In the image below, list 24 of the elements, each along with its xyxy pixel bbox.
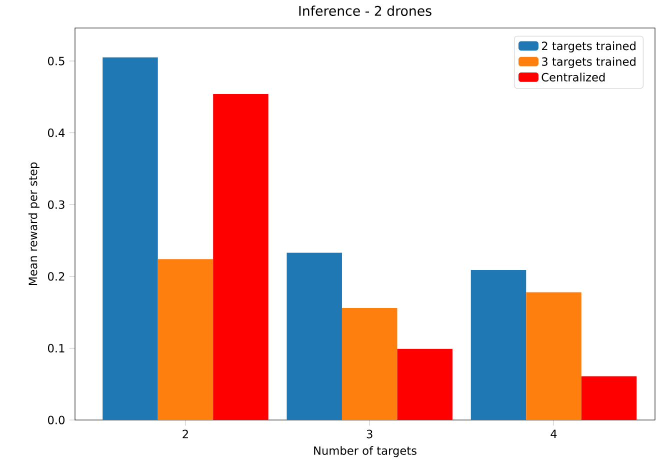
bar <box>526 292 582 420</box>
bar <box>581 376 637 420</box>
bar <box>213 94 268 420</box>
legend-label: 3 targets trained <box>542 57 636 68</box>
bar <box>342 308 398 420</box>
chart-title: Inference - 2 drones <box>299 6 432 16</box>
y-tick-label: 0.1 <box>48 344 64 352</box>
x-axis-title: Number of targets <box>314 446 416 458</box>
x-tick-label: 2 <box>182 430 188 438</box>
y-tick-label: 0.5 <box>48 56 64 66</box>
legend-label: Centralized <box>542 72 605 82</box>
y-tick-label: 0.4 <box>48 128 65 138</box>
y-axis-title: Mean reward per step <box>28 162 40 286</box>
bar <box>158 259 214 420</box>
bar <box>286 252 342 420</box>
bar <box>397 348 452 420</box>
x-tick-label: 4 <box>550 430 557 438</box>
y-tick-label: 0.0 <box>48 416 65 424</box>
x-tick-label: 3 <box>366 430 372 438</box>
legend-label: 2 targets trained <box>542 41 636 52</box>
y-tick-label: 0.2 <box>48 272 64 281</box>
y-tick-label: 0.3 <box>48 200 64 209</box>
bar <box>470 270 526 420</box>
bar <box>102 57 158 420</box>
